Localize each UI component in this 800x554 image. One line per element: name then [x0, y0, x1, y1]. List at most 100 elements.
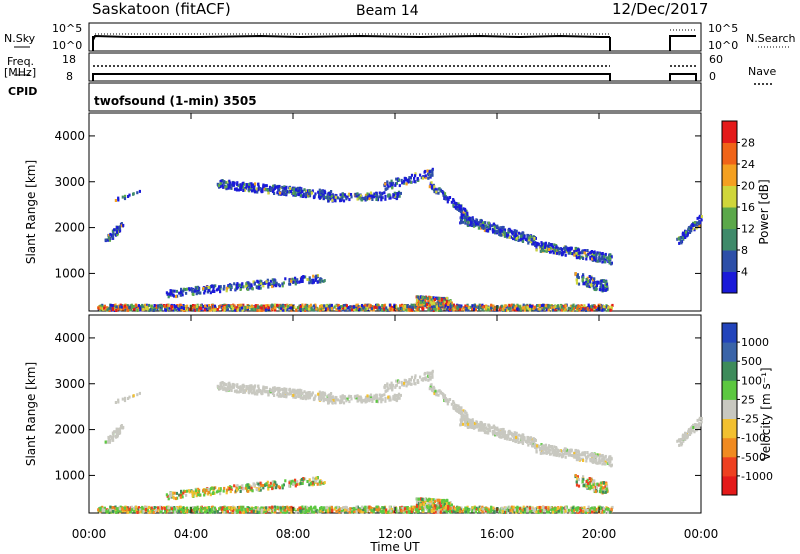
echo-cell	[111, 229, 114, 233]
echo-cell	[553, 247, 556, 251]
echo-cell	[158, 304, 161, 307]
echo-cell	[330, 306, 333, 310]
echo-cell	[301, 482, 304, 485]
echo-cell	[121, 397, 124, 401]
echo-cell	[395, 399, 398, 403]
echo-cell	[219, 185, 222, 189]
echo-cell	[581, 278, 584, 282]
echo-cell	[681, 232, 684, 236]
echo-cell	[550, 445, 553, 449]
echo-cell	[442, 193, 445, 197]
echo-cell	[586, 281, 589, 285]
echo-cell	[393, 393, 396, 397]
echo-cell	[222, 387, 225, 391]
echo-cell	[432, 304, 435, 308]
echo-cell	[431, 173, 434, 177]
echo-cell	[227, 186, 230, 190]
echo-cell	[578, 251, 581, 255]
echo-cell	[609, 308, 612, 312]
echo-cell	[312, 308, 315, 312]
echo-cell	[284, 510, 287, 514]
echo-cell	[114, 233, 117, 237]
echo-cell	[179, 293, 182, 297]
echo-cell	[343, 304, 346, 307]
echo-cell	[231, 309, 234, 312]
echo-cell	[270, 389, 273, 393]
echo-cell	[474, 222, 478, 226]
echo-cell	[598, 461, 601, 465]
echo-cell	[575, 251, 578, 255]
echo-cell	[254, 182, 257, 186]
echo-cell	[563, 250, 566, 254]
echo-cell	[603, 456, 606, 460]
echo-cell	[411, 306, 414, 309]
echo-cell	[501, 229, 504, 233]
echo-cell	[223, 180, 226, 184]
echo-cell	[328, 397, 331, 401]
echo-cell	[173, 307, 177, 311]
echo-cell	[380, 198, 383, 202]
echo-cell	[133, 307, 136, 311]
echo-cell	[332, 197, 335, 200]
echo-cell	[302, 275, 305, 278]
echo-cell	[698, 224, 701, 228]
echo-cell	[424, 298, 427, 301]
echo-cell	[138, 391, 141, 395]
echo-cell	[458, 406, 461, 410]
echo-cell	[575, 450, 578, 454]
echo-cell	[179, 495, 182, 499]
echo-cell	[604, 460, 607, 464]
echo-cell	[464, 221, 467, 225]
echo-cell	[575, 480, 578, 484]
echo-cell	[206, 304, 209, 308]
echo-cell	[438, 301, 441, 305]
echo-cell	[223, 486, 226, 490]
echo-cell	[434, 389, 437, 393]
echo-cell	[108, 436, 111, 440]
echo-cell	[608, 255, 611, 259]
echo-cell	[305, 307, 308, 311]
echo-cell	[486, 229, 489, 233]
echo-cell	[693, 221, 697, 225]
echo-cell	[568, 246, 571, 250]
echo-cell	[104, 440, 107, 444]
echo-cell	[217, 287, 220, 291]
echo-cell	[97, 306, 100, 310]
echo-cell	[120, 224, 123, 228]
echo-cell	[432, 306, 436, 310]
echo-cell	[307, 394, 310, 398]
echo-cell	[308, 396, 312, 400]
echo-cell	[395, 394, 398, 397]
echo-cell	[546, 447, 549, 450]
echo-cell	[433, 298, 437, 302]
echo-cell	[276, 191, 279, 195]
echo-cell	[393, 303, 396, 307]
echo-cell	[202, 489, 205, 492]
echo-cell	[450, 301, 453, 305]
power-colorbar-label: Power [dB]	[757, 179, 771, 244]
echo-cell	[605, 284, 608, 288]
echo-cell	[601, 304, 604, 308]
echo-cell	[294, 393, 297, 397]
echo-cell	[349, 395, 353, 398]
echo-cell	[592, 286, 595, 290]
echo-cell	[560, 308, 563, 312]
echo-cell	[450, 307, 453, 311]
echo-cell	[610, 457, 613, 461]
echo-cell	[337, 303, 340, 307]
echo-cell	[127, 195, 130, 198]
echo-cell	[381, 304, 384, 307]
echo-cell	[252, 390, 255, 393]
echo-cell	[295, 308, 298, 312]
echo-cell	[448, 308, 452, 312]
echo-cell	[500, 226, 503, 230]
echo-cell	[589, 251, 592, 255]
echo-cell	[278, 184, 281, 188]
beam-title: Beam 14	[356, 3, 419, 19]
echo-cell	[223, 305, 226, 309]
echo-cell	[447, 399, 450, 403]
echo-cell	[476, 222, 479, 226]
echo-cell	[491, 224, 494, 228]
echo-cell	[570, 449, 573, 453]
echo-cell	[281, 189, 284, 193]
